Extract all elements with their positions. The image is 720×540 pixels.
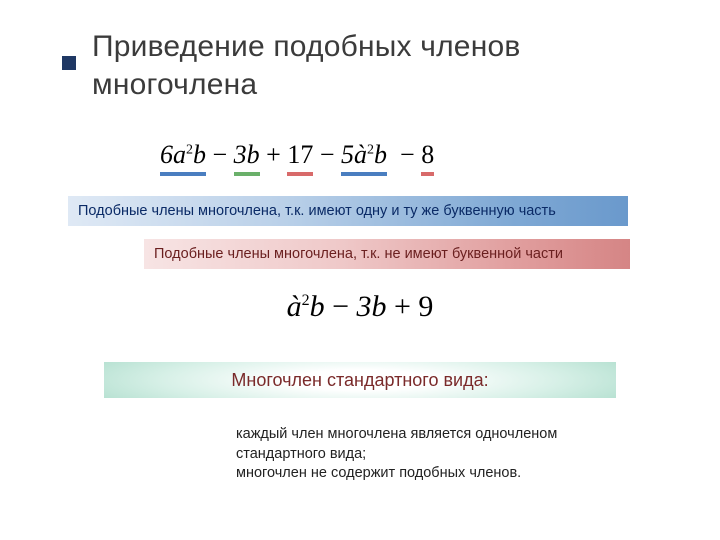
op-minus: − <box>213 140 234 169</box>
underline-green <box>234 172 260 176</box>
note-similar-without-letter-part: Подобные члены многочлена, т.к. не имеют… <box>144 239 630 269</box>
underline-red <box>421 172 434 176</box>
result-label: Многочлен стандартного вида: <box>231 370 488 391</box>
note2-text: Подобные члены многочлена, т.к. не имеют… <box>154 246 563 262</box>
slide-title: Приведение подобных членов многочлена <box>92 28 520 103</box>
term-1: 6a2b <box>160 140 206 170</box>
title-line2: многочлена <box>92 68 257 101</box>
underline-blue <box>160 172 206 176</box>
term-3: 17 <box>287 140 313 170</box>
note1-text: Подобные члены многочлена, т.к. имеют од… <box>78 203 556 219</box>
op-minus: − <box>394 140 422 169</box>
op-plus: + <box>266 140 287 169</box>
underline-blue <box>341 172 387 176</box>
polynomial-expression: 6a2b − 3b + 17 − 5à2b − 8 <box>160 140 434 170</box>
explain-line3: многочлен не содержит подобных членов. <box>236 465 521 481</box>
standard-form-label-bar: Многочлен стандартного вида: <box>104 362 616 398</box>
term-2: 3b <box>234 140 260 170</box>
note-similar-with-letter-part: Подобные члены многочлена, т.к. имеют од… <box>68 196 628 226</box>
term-4: 5à2b <box>341 140 387 170</box>
title-bullet <box>62 56 76 70</box>
op-minus: − <box>320 140 341 169</box>
standard-form-polynomial: à2b − 3b + 9 <box>0 290 720 324</box>
explanation-text: каждый член многочлена является одночлен… <box>236 425 557 484</box>
title-line1: Приведение подобных членов <box>92 30 520 63</box>
underline-red <box>287 172 313 176</box>
term-5: 8 <box>421 140 434 170</box>
explain-line2: стандартного вида; <box>236 446 366 462</box>
explain-line1: каждый член многочлена является одночлен… <box>236 426 557 442</box>
